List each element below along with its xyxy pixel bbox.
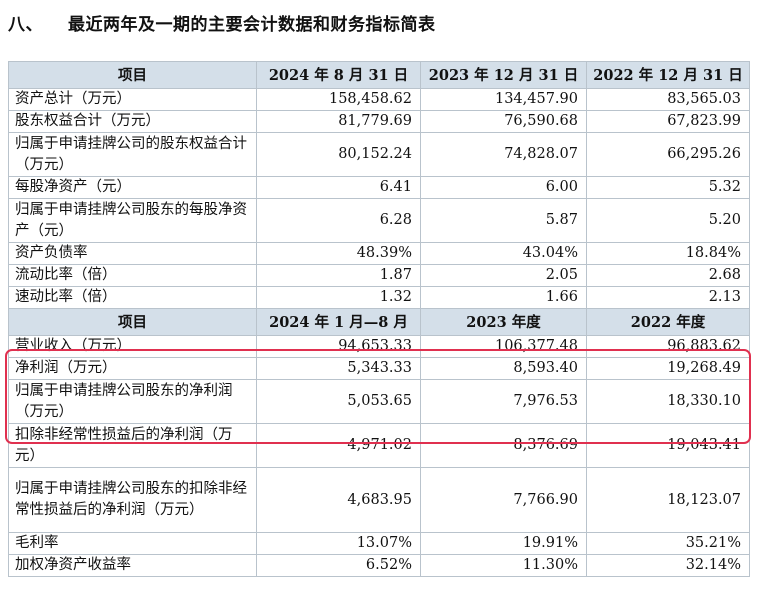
cell-value: 8,593.40 xyxy=(420,357,587,380)
header-date-2023: 2023 年 12 月 31 日 xyxy=(420,61,587,89)
table-row: 速动比率（倍） 1.32 1.66 2.13 xyxy=(8,286,750,309)
table-row: 营业收入（万元） 94,653.33 106,377.48 96,883.62 xyxy=(8,335,750,358)
cell-value: 96,883.62 xyxy=(586,335,750,358)
cell-value: 5,053.65 xyxy=(256,379,421,424)
cell-value: 5,343.33 xyxy=(256,357,421,380)
cell-value: 80,152.24 xyxy=(256,132,421,177)
cell-value: 19,043.41 xyxy=(586,423,750,468)
cell-value: 8,376.69 xyxy=(420,423,587,468)
row-label: 归属于申请挂牌公司股东的净利润（万元） xyxy=(8,379,257,424)
row-label: 净利润（万元） xyxy=(8,357,257,380)
row-label: 归属于申请挂牌公司股东的每股净资产（元） xyxy=(8,198,257,243)
table-row: 净利润（万元） 5,343.33 8,593.40 19,268.49 xyxy=(8,357,750,380)
cell-value: 5.32 xyxy=(586,176,750,199)
row-label: 股东权益合计（万元） xyxy=(8,110,257,133)
table-row: 扣除非经常性损益后的净利润（万元） 4,971.02 8,376.69 19,0… xyxy=(8,423,750,468)
row-label: 加权净资产收益率 xyxy=(8,554,257,577)
row-label: 营业收入（万元） xyxy=(8,335,257,358)
header-period-2024: 2024 年 1 月—8 月 xyxy=(256,308,421,336)
header-row-balance: 项目 2024 年 8 月 31 日 2023 年 12 月 31 日 2022… xyxy=(8,61,750,89)
header-item: 项目 xyxy=(8,61,257,89)
row-label: 资产总计（万元） xyxy=(8,88,257,111)
cell-value: 18,330.10 xyxy=(586,379,750,424)
table-row: 资产总计（万元） 158,458.62 134,457.90 83,565.03 xyxy=(8,88,750,111)
cell-value: 13.07% xyxy=(256,532,421,555)
header-item: 项目 xyxy=(8,308,257,336)
cell-value: 6.28 xyxy=(256,198,421,243)
cell-value: 11.30% xyxy=(420,554,587,577)
cell-value: 19,268.49 xyxy=(586,357,750,380)
cell-value: 76,590.68 xyxy=(420,110,587,133)
header-period-2022: 2022 年度 xyxy=(586,308,750,336)
table-row: 毛利率 13.07% 19.91% 35.21% xyxy=(8,532,750,555)
cell-value: 18,123.07 xyxy=(586,467,750,533)
cell-value: 6.00 xyxy=(420,176,587,199)
header-period-2023: 2023 年度 xyxy=(420,308,587,336)
cell-value: 18.84% xyxy=(586,242,750,265)
cell-value: 7,766.90 xyxy=(420,467,587,533)
table-row: 归属于申请挂牌公司的股东权益合计（万元） 80,152.24 74,828.07… xyxy=(8,132,750,177)
table-row: 每股净资产（元） 6.41 6.00 5.32 xyxy=(8,176,750,199)
cell-value: 2.68 xyxy=(586,264,750,287)
cell-value: 106,377.48 xyxy=(420,335,587,358)
cell-value: 1.32 xyxy=(256,286,421,309)
cell-value: 4,971.02 xyxy=(256,423,421,468)
cell-value: 19.91% xyxy=(420,532,587,555)
table-row: 股东权益合计（万元） 81,779.69 76,590.68 67,823.99 xyxy=(8,110,750,133)
cell-value: 81,779.69 xyxy=(256,110,421,133)
table-row: 资产负债率 48.39% 43.04% 18.84% xyxy=(8,242,750,265)
header-row-income: 项目 2024 年 1 月—8 月 2023 年度 2022 年度 xyxy=(8,308,750,336)
header-date-2022: 2022 年 12 月 31 日 xyxy=(586,61,750,89)
cell-value: 2.13 xyxy=(586,286,750,309)
cell-value: 5.20 xyxy=(586,198,750,243)
cell-value: 83,565.03 xyxy=(586,88,750,111)
table-row: 归属于申请挂牌公司股东的扣除非经常性损益后的净利润（万元） 4,683.95 7… xyxy=(8,467,750,533)
row-label: 流动比率（倍） xyxy=(8,264,257,287)
cell-value: 1.87 xyxy=(256,264,421,287)
cell-value: 7,976.53 xyxy=(420,379,587,424)
cell-value: 6.41 xyxy=(256,176,421,199)
row-label: 扣除非经常性损益后的净利润（万元） xyxy=(8,423,257,468)
table-row: 加权净资产收益率 6.52% 11.30% 32.14% xyxy=(8,554,750,577)
cell-value: 48.39% xyxy=(256,242,421,265)
section-number: 八、 xyxy=(8,15,43,35)
cell-value: 2.05 xyxy=(420,264,587,287)
row-label: 归属于申请挂牌公司股东的扣除非经常性损益后的净利润（万元） xyxy=(8,467,257,533)
cell-value: 1.66 xyxy=(420,286,587,309)
row-label: 速动比率（倍） xyxy=(8,286,257,309)
financial-summary-table: 项目 2024 年 8 月 31 日 2023 年 12 月 31 日 2022… xyxy=(8,61,750,577)
table-row: 流动比率（倍） 1.87 2.05 2.68 xyxy=(8,264,750,287)
cell-value: 74,828.07 xyxy=(420,132,587,177)
cell-value: 32.14% xyxy=(586,554,750,577)
row-label: 每股净资产（元） xyxy=(8,176,257,199)
section-heading: 八、 最近两年及一期的主要会计数据和财务指标简表 xyxy=(8,10,436,35)
cell-value: 94,653.33 xyxy=(256,335,421,358)
cell-value: 6.52% xyxy=(256,554,421,577)
row-label: 毛利率 xyxy=(8,532,257,555)
cell-value: 35.21% xyxy=(586,532,750,555)
cell-value: 67,823.99 xyxy=(586,110,750,133)
cell-value: 4,683.95 xyxy=(256,467,421,533)
row-label: 资产负债率 xyxy=(8,242,257,265)
cell-value: 134,457.90 xyxy=(420,88,587,111)
table-row: 归属于申请挂牌公司股东的净利润（万元） 5,053.65 7,976.53 18… xyxy=(8,379,750,424)
cell-value: 5.87 xyxy=(420,198,587,243)
row-label: 归属于申请挂牌公司的股东权益合计（万元） xyxy=(8,132,257,177)
table-row: 归属于申请挂牌公司股东的每股净资产（元） 6.28 5.87 5.20 xyxy=(8,198,750,243)
cell-value: 43.04% xyxy=(420,242,587,265)
header-date-2024: 2024 年 8 月 31 日 xyxy=(256,61,421,89)
cell-value: 66,295.26 xyxy=(586,132,750,177)
section-title: 最近两年及一期的主要会计数据和财务指标简表 xyxy=(68,15,436,35)
cell-value: 158,458.62 xyxy=(256,88,421,111)
